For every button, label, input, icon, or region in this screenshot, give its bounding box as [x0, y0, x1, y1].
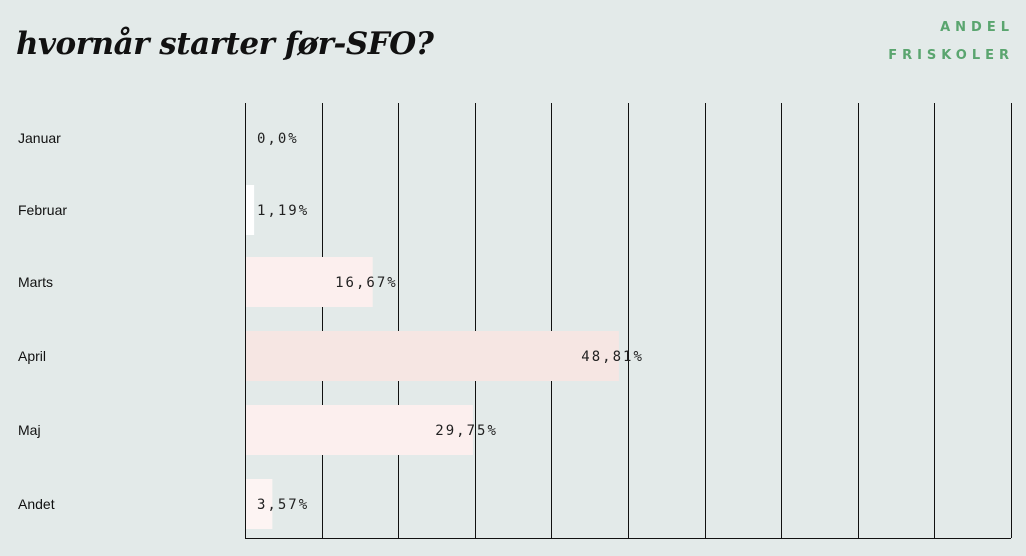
chart-title: hvornår starter før-SFO? — [16, 26, 434, 62]
data-label: 48,81% — [581, 349, 644, 365]
data-label: 0,0% — [257, 131, 299, 147]
category-label: Andet — [18, 496, 55, 512]
axes — [245, 103, 1011, 539]
data-label: 29,75% — [435, 423, 498, 439]
brand-line-2: FRISKOLER — [888, 48, 1014, 63]
category-label: April — [18, 348, 46, 364]
bar — [245, 405, 473, 455]
category-label: Februar — [18, 202, 67, 218]
category-label: Januar — [18, 130, 61, 146]
value-labels: 0,0% 1,19% 16,67% 48,81% 29,75% 3,57% — [257, 131, 644, 513]
bar — [245, 479, 273, 529]
data-label: 16,67% — [335, 275, 398, 291]
bar — [245, 185, 255, 235]
category-labels: Januar Februar Marts April Maj Andet — [18, 130, 67, 512]
bar — [245, 257, 373, 307]
category-label: Marts — [18, 274, 53, 290]
category-label: Maj — [18, 422, 41, 438]
grid-lines — [322, 103, 1012, 538]
brand-line-1: ANDEL — [940, 20, 1014, 35]
brand-logo: ANDEL FRISKOLER — [888, 14, 1014, 70]
bars — [245, 185, 619, 529]
data-label: 3,57% — [257, 497, 309, 513]
data-label: 1,19% — [257, 203, 309, 219]
bar — [245, 331, 619, 381]
